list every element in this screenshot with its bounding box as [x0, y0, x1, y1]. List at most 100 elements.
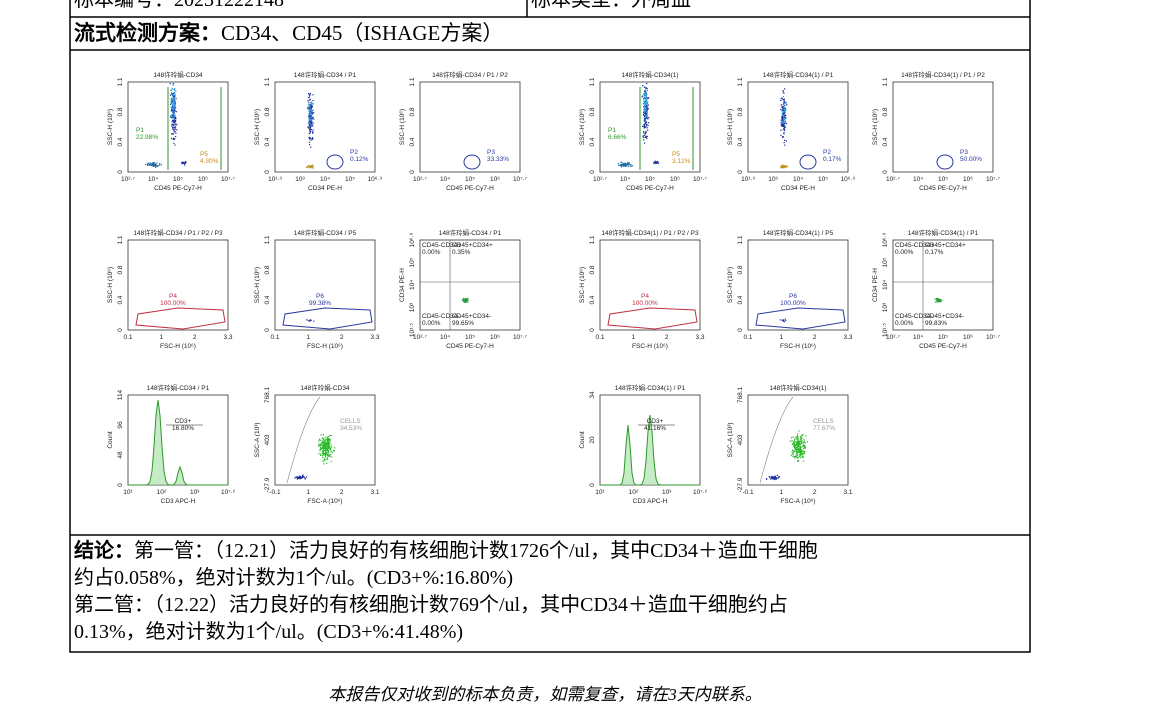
y-tick-label: 10¹·⁵: [409, 323, 416, 338]
event-dot: [621, 164, 624, 166]
event-dot: [646, 88, 648, 90]
event-dot: [628, 162, 630, 164]
event-dot: [172, 93, 174, 96]
event-dot: [646, 110, 648, 112]
event-dot: [307, 107, 309, 109]
event-dot: [624, 164, 626, 166]
event-dot: [326, 458, 328, 460]
event-dot: [150, 164, 152, 166]
y-axis-label: SSC-H (10⁶): [579, 109, 586, 145]
event-dot: [783, 121, 785, 123]
gate-percent: 99.83%: [925, 320, 947, 327]
gate-name: P6: [316, 293, 324, 300]
x-tick-label: 10⁴: [440, 334, 450, 341]
event-dot: [937, 300, 939, 302]
event-dot: [772, 476, 774, 479]
event-dot: [156, 166, 158, 168]
event-dot: [783, 117, 785, 120]
y-tick-label: 10⁶·⁹: [882, 232, 889, 247]
event-dot: [643, 100, 645, 103]
event-dot: [310, 124, 312, 126]
event-dot: [801, 437, 803, 439]
event-dot: [645, 91, 647, 93]
event-dot: [623, 165, 625, 167]
event-dot: [796, 443, 798, 445]
event-dot: [799, 455, 801, 457]
event-dot: [182, 161, 184, 163]
event-dot: [782, 119, 784, 121]
event-dot: [776, 474, 778, 476]
y-tick-label: 10⁴: [409, 280, 416, 290]
y-axis-label: CD34 PE-H: [872, 268, 879, 302]
event-dot: [174, 103, 176, 105]
event-dot: [464, 298, 467, 300]
histogram: [600, 414, 700, 486]
y-tick-label: 1.1: [117, 235, 124, 244]
sample-id: 标本编号：20231222148: [74, 0, 284, 11]
event-dot: [794, 457, 796, 459]
event-dot: [644, 96, 646, 98]
event-dot: [642, 114, 645, 116]
plot: 148许玲娟-CD34 CD45 PE-Cy7-H SSC-H (10⁶) 10²·⁷…: [107, 70, 236, 192]
event-dot: [800, 447, 802, 450]
event-dot: [792, 441, 795, 443]
event-dot: [784, 166, 786, 168]
x-tick-label: 10⁶: [198, 176, 208, 183]
event-dot: [799, 440, 802, 442]
event-dot: [791, 437, 793, 439]
gate-percent: 0.00%: [895, 320, 914, 327]
event-dot: [793, 450, 795, 452]
event-dot: [174, 110, 176, 112]
y-tick-label: 0.8: [117, 107, 124, 116]
event-dot: [311, 136, 314, 139]
event-dot: [643, 139, 645, 141]
gate-percent: 50.00%: [960, 156, 982, 163]
event-dot: [328, 446, 331, 448]
event-dot: [308, 122, 311, 124]
event-dot: [798, 441, 800, 443]
event-dot: [645, 101, 647, 103]
event-dot: [800, 445, 802, 448]
event-dot: [328, 440, 330, 442]
event-dot: [783, 118, 785, 120]
event-dot: [325, 450, 327, 452]
event-dot: [171, 116, 174, 119]
event-dot: [642, 135, 644, 137]
event-dot: [783, 114, 785, 116]
event-dot: [310, 139, 312, 141]
event-dot: [802, 442, 804, 444]
event-dot: [783, 142, 785, 144]
x-tick-label: 1: [780, 489, 784, 496]
event-dot: [782, 123, 784, 125]
event-dot: [775, 477, 777, 479]
event-dot: [644, 119, 646, 121]
event-dot: [465, 301, 467, 303]
histogram: [128, 399, 228, 486]
event-dot: [792, 455, 794, 458]
event-dot: [782, 112, 784, 114]
x-tick-label: 0.1: [743, 334, 752, 341]
event-dot: [792, 451, 794, 453]
event-dot: [172, 93, 174, 95]
x-tick-label: 3.1: [843, 489, 852, 496]
x-tick-label: 3.1: [370, 489, 379, 496]
event-dot: [159, 164, 161, 166]
event-dot: [185, 161, 187, 163]
event-dot: [322, 454, 325, 456]
event-dot: [646, 98, 648, 100]
event-dot: [797, 439, 799, 441]
event-dot: [800, 451, 802, 453]
y-tick-label: 0: [117, 170, 124, 174]
event-dot: [804, 446, 807, 449]
event-dot: [169, 103, 172, 105]
event-dot: [323, 458, 325, 460]
plot-frame: [419, 81, 521, 173]
event-dot: [643, 112, 645, 114]
event-dot: [172, 106, 175, 108]
event-dot: [796, 451, 799, 454]
event-dot: [799, 454, 802, 456]
event-dot: [326, 436, 328, 438]
x-tick-label: 10⁷·⁷: [986, 176, 1001, 183]
event-dot: [628, 164, 630, 166]
